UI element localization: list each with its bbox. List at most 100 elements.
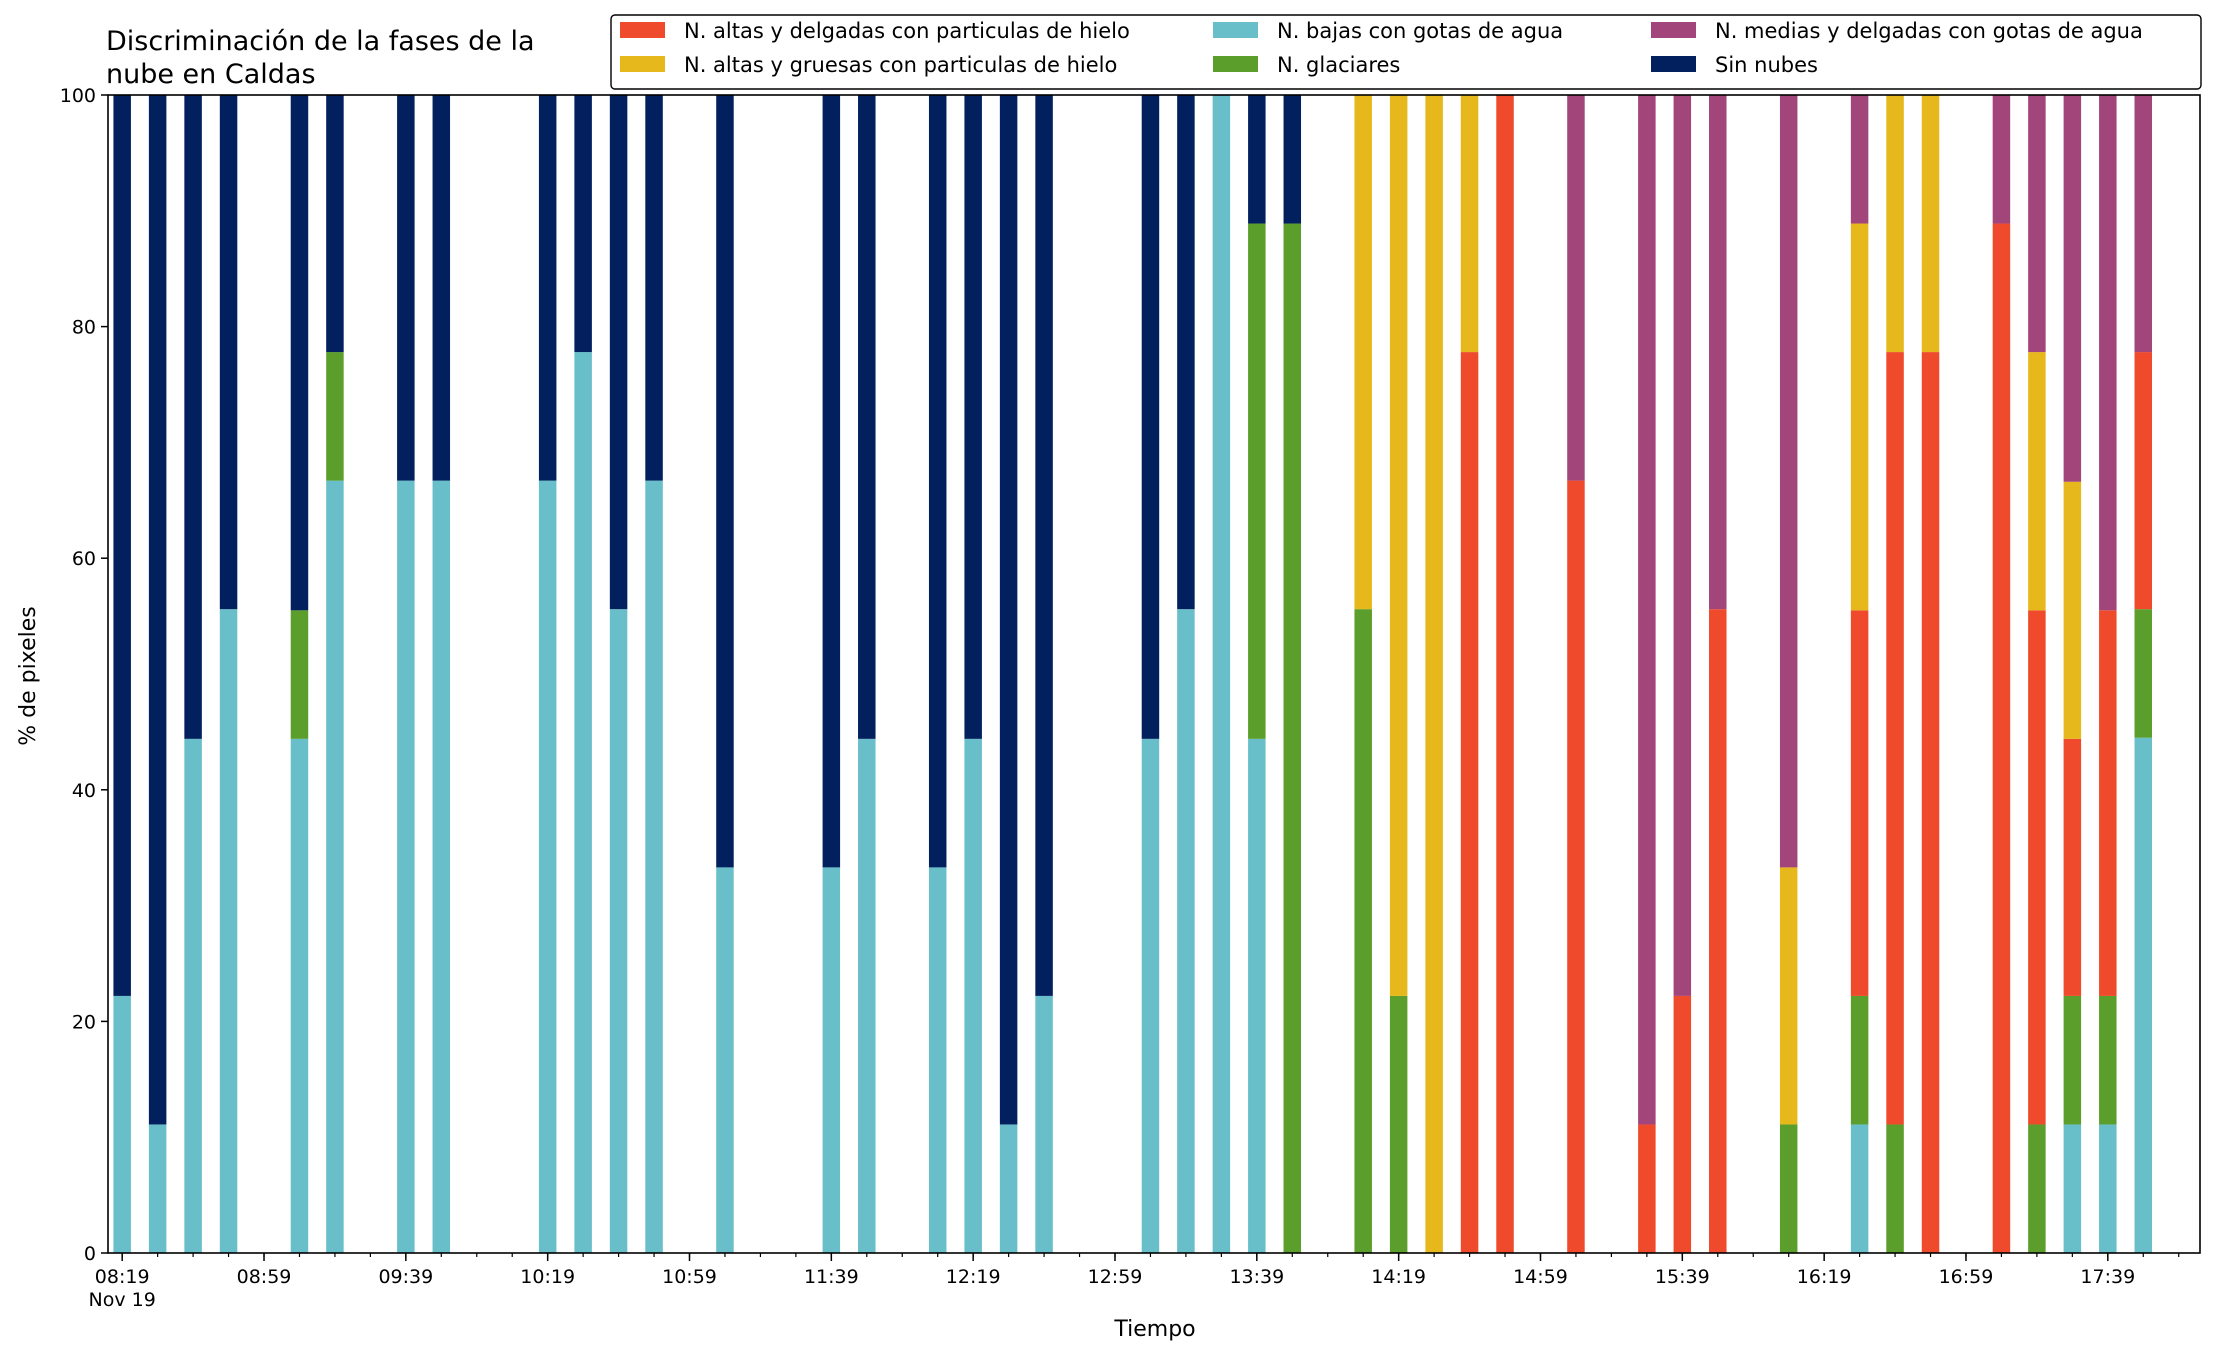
bar-segment-sin_nubes-1339 bbox=[1248, 95, 1266, 224]
x-tick-label-1739: 17:39 bbox=[2080, 1266, 2135, 1288]
bar-segment-medias-1609 bbox=[1779, 95, 1798, 868]
bar-segment-bajas-1149 bbox=[858, 738, 876, 1253]
bar-segment-sin_nubes-0829 bbox=[148, 95, 167, 1125]
bar-segment-sin_nubes-1039 bbox=[609, 95, 628, 610]
bar-segment-altas_delgadas-1509 bbox=[1567, 480, 1585, 1253]
bar-segment-altas_delgadas-1719 bbox=[2028, 610, 2046, 1125]
legend-swatch-glaciares bbox=[1213, 56, 1258, 72]
bars-layer bbox=[113, 95, 2153, 1254]
bar-segment-sin_nubes-1239 bbox=[1035, 95, 1053, 996]
bar-segment-bajas-1309 bbox=[1141, 738, 1160, 1253]
bar-segment-bajas-1029 bbox=[574, 352, 592, 1254]
bar-segment-bajas-0919 bbox=[326, 480, 344, 1253]
x-tick-label-1139: 11:39 bbox=[804, 1266, 859, 1288]
bar-segment-sin_nubes-0939 bbox=[397, 95, 415, 481]
x-tick-label-1539: 15:39 bbox=[1655, 1266, 1710, 1288]
chart-title-line-1: Discriminación de la fases de la bbox=[106, 26, 535, 57]
bar-segment-sin_nubes-1349 bbox=[1283, 95, 1302, 224]
bar-segment-sin_nubes-0839 bbox=[184, 95, 202, 739]
bar-segment-altas_gruesas-1629 bbox=[1850, 223, 1869, 611]
x-tick-label-0819: 08:19 bbox=[95, 1266, 150, 1288]
bar-segment-sin_nubes-1209 bbox=[928, 95, 947, 868]
y-tick-label-100: 100 bbox=[60, 85, 96, 107]
bar-segment-altas_gruesas-1609 bbox=[1779, 867, 1798, 1125]
y-tick-label-80: 80 bbox=[72, 317, 96, 339]
bar-segment-glaciares-0919 bbox=[326, 352, 344, 481]
bar-segment-altas_gruesas-1419 bbox=[1389, 95, 1408, 996]
bar-segment-bajas-1329 bbox=[1212, 95, 1231, 1253]
bar-segment-sin_nubes-0949 bbox=[432, 95, 451, 481]
bar-segment-bajas-1339 bbox=[1248, 738, 1266, 1253]
bar-segment-medias-1739 bbox=[2099, 95, 2117, 611]
bar-segment-altas_gruesas-1439 bbox=[1460, 95, 1479, 353]
bar-segment-medias-1729 bbox=[2063, 95, 2082, 482]
bar-segment-altas_delgadas-1729 bbox=[2063, 738, 2082, 996]
bar-segment-altas_gruesas-1649 bbox=[1921, 95, 1940, 353]
bar-segment-sin_nubes-1229 bbox=[999, 95, 1018, 1125]
bar-segment-glaciares-1739 bbox=[2099, 995, 2117, 1125]
bar-segment-glaciares-1409 bbox=[1354, 609, 1372, 1253]
plot-frame bbox=[107, 94, 2201, 1254]
legend-label-sin_nubes: Sin nubes bbox=[1715, 53, 1818, 77]
x-tick-label-1339: 13:39 bbox=[1229, 1266, 1284, 1288]
bar-segment-bajas-1749 bbox=[2134, 737, 2153, 1253]
bar-segment-medias-1629 bbox=[1850, 95, 1869, 224]
bar-segment-altas_delgadas-1439 bbox=[1460, 352, 1479, 1254]
bar-segment-bajas-0829 bbox=[148, 1124, 167, 1253]
bar-segment-sin_nubes-0849 bbox=[219, 95, 238, 610]
bar-segment-medias-1719 bbox=[2028, 95, 2046, 353]
bar-segment-altas_gruesas-1719 bbox=[2028, 352, 2046, 611]
bar-segment-medias-1529 bbox=[1638, 95, 1656, 1125]
bar-segment-bajas-1049 bbox=[645, 480, 663, 1253]
x-tick-label-1459: 14:59 bbox=[1513, 1266, 1568, 1288]
bar-segment-altas_gruesas-1639 bbox=[1886, 95, 1904, 353]
bar-segment-sin_nubes-1139 bbox=[822, 95, 841, 868]
bar-segment-sin_nubes-1029 bbox=[574, 95, 592, 353]
bar-segment-sin_nubes-0919 bbox=[326, 95, 344, 353]
x-axis-label: Tiempo bbox=[1113, 1317, 1195, 1342]
legend: N. altas y delgadas con particulas de hi… bbox=[610, 14, 2202, 90]
bar-segment-altas_delgadas-1649 bbox=[1921, 352, 1940, 1254]
bar-segment-sin_nubes-1019 bbox=[538, 95, 557, 481]
bar-segment-bajas-1109 bbox=[716, 867, 734, 1253]
bar-segment-bajas-1739 bbox=[2099, 1124, 2117, 1253]
bar-segment-medias-1549 bbox=[1709, 95, 1727, 610]
x-tick-label-1219: 12:19 bbox=[946, 1266, 1001, 1288]
bar-segment-altas_delgadas-1629 bbox=[1850, 610, 1869, 996]
bar-segment-glaciares-1729 bbox=[2063, 995, 2082, 1125]
bar-segment-bajas-0939 bbox=[397, 480, 415, 1253]
bar-segment-medias-1509 bbox=[1567, 95, 1585, 481]
bar-segment-bajas-1039 bbox=[609, 609, 628, 1253]
legend-label-altas_delgadas: N. altas y delgadas con particulas de hi… bbox=[684, 19, 1130, 43]
legend-box bbox=[610, 14, 2202, 90]
bar-segment-bajas-0819 bbox=[113, 995, 131, 1253]
bar-segment-bajas-1239 bbox=[1035, 995, 1053, 1253]
bar-segment-bajas-0909 bbox=[290, 738, 309, 1253]
x-tick-label-1019: 10:19 bbox=[520, 1266, 575, 1288]
legend-label-glaciares: N. glaciares bbox=[1277, 53, 1400, 77]
bar-segment-bajas-1139 bbox=[822, 867, 841, 1253]
legend-swatch-altas_delgadas bbox=[620, 22, 665, 38]
bar-segment-altas_delgadas-1749 bbox=[2134, 352, 2153, 610]
bar-segment-sin_nubes-1319 bbox=[1177, 95, 1195, 610]
x-tick-label-1659: 16:59 bbox=[1939, 1266, 1994, 1288]
y-tick-label-0: 0 bbox=[84, 1243, 96, 1265]
legend-swatch-altas_gruesas bbox=[620, 56, 665, 72]
x-tick-label-1619: 16:19 bbox=[1797, 1266, 1852, 1288]
bar-segment-glaciares-1419 bbox=[1389, 995, 1408, 1253]
y-tick-label-60: 60 bbox=[72, 548, 96, 570]
bar-segment-altas_delgadas-1639 bbox=[1886, 352, 1904, 1125]
bar-segment-bajas-1729 bbox=[2063, 1124, 2082, 1253]
y-tick-label-40: 40 bbox=[72, 780, 96, 802]
bar-segment-bajas-1209 bbox=[928, 867, 947, 1253]
bar-segment-glaciares-1749 bbox=[2134, 609, 2153, 738]
bar-segment-glaciares-1639 bbox=[1886, 1124, 1904, 1253]
legend-label-medias: N. medias y delgadas con gotas de agua bbox=[1715, 19, 2143, 43]
bar-segment-altas_delgadas-1739 bbox=[2099, 610, 2117, 996]
bar-segment-altas_gruesas-1729 bbox=[2063, 481, 2082, 739]
bar-segment-bajas-1319 bbox=[1177, 609, 1195, 1253]
bar-segment-bajas-1019 bbox=[538, 480, 557, 1253]
bar-segment-sin_nubes-1219 bbox=[964, 95, 982, 739]
x-tick-label-0819-sub: Nov 19 bbox=[89, 1289, 156, 1311]
